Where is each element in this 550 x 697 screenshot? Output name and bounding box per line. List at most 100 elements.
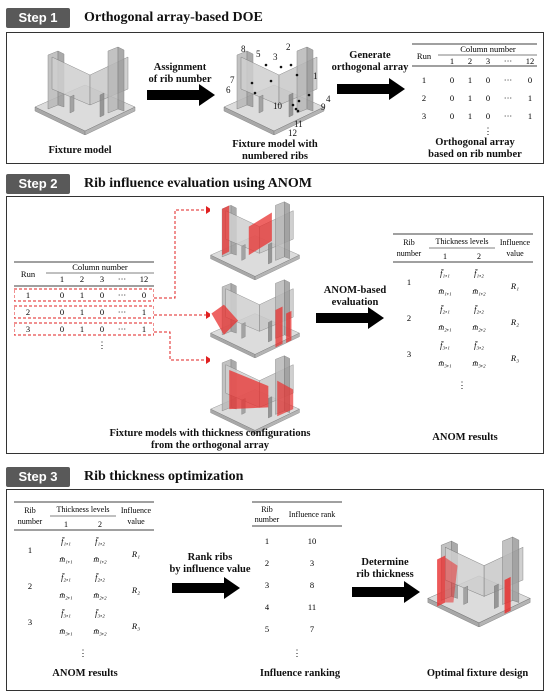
fixture-part xyxy=(275,201,285,261)
oa-cell: ··· xyxy=(504,75,513,85)
anom-rib-header: number xyxy=(397,249,422,258)
fixture-part xyxy=(254,408,300,434)
anom-f-cell: f̄₂,₂ xyxy=(95,573,105,582)
oa-cell: 0 xyxy=(142,290,146,300)
oa-run-cell: 2 xyxy=(422,93,426,103)
oa-column-label: 1 xyxy=(60,274,64,284)
oa-cell: ··· xyxy=(504,93,513,103)
oa-column-label: ··· xyxy=(504,56,513,66)
oa-run-header: Run xyxy=(417,51,432,61)
step3-title: Rib thickness optimization xyxy=(84,469,244,484)
oa-column-label: 3 xyxy=(486,56,490,66)
rank-rib-cell: 1 xyxy=(265,536,269,546)
rib-number-label: 6 xyxy=(226,85,231,95)
step1-arrow2-label-l1: Generate xyxy=(349,50,391,61)
oa-cell: 0 xyxy=(60,307,64,317)
fixture-part xyxy=(296,46,308,114)
rank-value-cell: 8 xyxy=(310,580,314,590)
fixture-part xyxy=(99,92,105,118)
anom-influence-header: value xyxy=(506,249,524,258)
oa-run-cell: 3 xyxy=(26,324,30,334)
anom-m-cell: m̄₁,₂ xyxy=(93,555,107,564)
anom-influence-cell: R₃ xyxy=(131,621,140,631)
oa-run-cell: 1 xyxy=(26,290,30,300)
step1-numbered-label-l2: numbered ribs xyxy=(241,151,309,162)
anom-m-cell: m̄₃,₁ xyxy=(59,627,73,636)
step2-fixture-config-2 xyxy=(210,279,300,358)
oa-cell: ··· xyxy=(118,307,127,317)
step1-fixture-model xyxy=(34,46,136,135)
oa-cell: 0 xyxy=(450,93,454,103)
oa-column-label: ··· xyxy=(118,274,127,284)
rank-value-cell: 10 xyxy=(308,536,317,546)
oa-column-header: Column number xyxy=(72,262,128,272)
rib-number-label: 8 xyxy=(241,44,246,54)
rank-value-cell: 11 xyxy=(308,602,316,612)
oa-cell: 1 xyxy=(80,324,84,334)
oa-more-ellipsis: ⋮ xyxy=(98,340,107,350)
anom-f-cell: f̄₃,₁ xyxy=(61,609,71,618)
fixture-part xyxy=(241,322,246,339)
oa-cell: 1 xyxy=(468,75,472,85)
step3-arrow1 xyxy=(172,577,240,599)
oa-cell: 1 xyxy=(142,324,146,334)
step2-oa-table: Run Column number 1 2 3 ··· 12 1 0 1 0 ··· 02 0 1 0 ·… xyxy=(14,261,154,350)
anom-f-cell: f̄₁,₂ xyxy=(474,269,484,278)
oa-cell: 0 xyxy=(486,111,490,121)
anom-more-ellipsis: ⋮ xyxy=(79,648,88,658)
rib-number-label: 4 xyxy=(326,94,331,104)
rib-number-label: 11 xyxy=(294,119,303,129)
anom-level-label: 2 xyxy=(98,520,102,529)
fixture-part xyxy=(273,106,325,135)
step2-models-caption-l1: Fixture models with thickness configurat… xyxy=(109,428,311,439)
fixture-part xyxy=(478,597,531,627)
anom-rib-cell: 3 xyxy=(28,617,32,627)
step2-models-caption-l2: from the orthogonal array xyxy=(151,440,269,451)
step3-arrow2 xyxy=(352,581,420,603)
anom-f-cell: f̄₂,₂ xyxy=(474,305,484,314)
oa-cell: 1 xyxy=(142,307,146,317)
step1-arrow2-label-l2: orthogonal array xyxy=(331,62,409,73)
step1-title: Orthogonal array-based DOE xyxy=(84,10,263,25)
oa-column-label: 2 xyxy=(468,56,472,66)
anom-f-cell: f̄₂,₁ xyxy=(61,573,71,582)
step1-arrow1 xyxy=(147,84,215,106)
rib-number-label: 2 xyxy=(286,42,291,52)
fixture-part xyxy=(512,536,520,603)
oa-column-label: 12 xyxy=(526,56,535,66)
fixture-part xyxy=(210,408,256,434)
step3-arrow2-label-l2: rib thickness xyxy=(356,569,414,580)
fixture-part xyxy=(268,242,273,265)
rank-rib-cell: 3 xyxy=(265,580,269,590)
rank-value-cell: 7 xyxy=(310,624,314,634)
step1-numbered-label-l1: Fixture model with xyxy=(232,139,318,150)
step2-anom-table: Rib number Thickness levels 1 2 Influence valu… xyxy=(393,233,533,390)
step1-oa-table: Run Column number 1 2 3 ··· 12 1 0 1 0 ··· 02 0 1 0 ·… xyxy=(412,43,537,136)
step1-numbered-fixture xyxy=(223,46,325,135)
step3-arrow1-label-l2: by influence value xyxy=(169,564,251,575)
anom-thickness-header: Thickness levels xyxy=(435,237,488,246)
anom-f-cell: f̄₁,₁ xyxy=(440,269,450,278)
fixture-part xyxy=(258,94,264,114)
rib-number-label: 3 xyxy=(273,52,278,62)
rank-more-ellipsis: ⋮ xyxy=(293,648,302,658)
anom-rib-header: Rib xyxy=(24,506,36,515)
oa-cell: 0 xyxy=(450,75,454,85)
anom-rib-cell: 1 xyxy=(407,277,411,287)
oa-column-label: 3 xyxy=(100,274,104,284)
anom-influence-cell: R₁ xyxy=(510,281,519,291)
rib-number-label: 7 xyxy=(230,75,235,85)
oa-column-label: 2 xyxy=(80,274,84,284)
anom-influence-cell: R₃ xyxy=(510,353,519,363)
anom-level-label: 2 xyxy=(477,252,481,261)
anom-influence-cell: R₂ xyxy=(510,317,519,327)
oa-cell: 1 xyxy=(528,111,532,121)
anom-rib-cell: 1 xyxy=(28,545,32,555)
fixture-drawing xyxy=(34,46,136,135)
oa-cell: 0 xyxy=(100,307,104,317)
oa-cell: 0 xyxy=(100,324,104,334)
anom-f-cell: f̄₃,₂ xyxy=(95,609,105,618)
step3-rank-caption: Influence ranking xyxy=(259,668,341,679)
anom-rib-cell: 3 xyxy=(407,349,411,359)
step2-badge: Step 2 xyxy=(6,174,70,194)
